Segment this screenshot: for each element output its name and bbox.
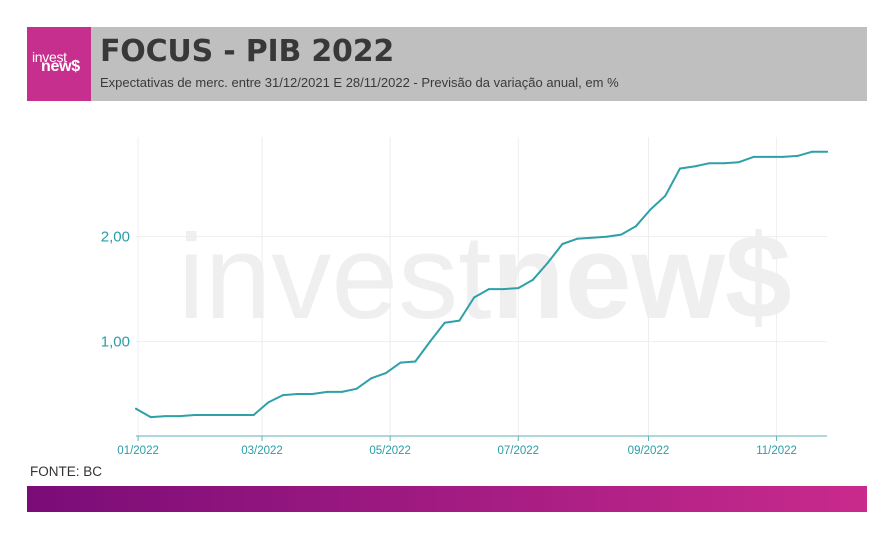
source-note: FONTE: BC	[30, 464, 103, 479]
data-point	[620, 233, 623, 236]
x-tick-label: 01/2022	[117, 445, 159, 457]
data-point	[340, 390, 343, 393]
data-point	[282, 394, 284, 397]
data-point	[767, 155, 770, 158]
data-point	[384, 372, 387, 375]
x-axis	[136, 435, 827, 441]
data-point	[164, 415, 167, 418]
chart-title: FOCUS - PIB 2022	[100, 34, 395, 69]
data-point	[796, 154, 799, 157]
x-tick-label: 05/2022	[369, 445, 411, 457]
tick-labels: 1,00 2,00 01/2022 03/2022 05/2022 07/2022 09/2…	[101, 229, 797, 457]
chart-subtitle: Expectativas de merc. entre 31/12/2021 E…	[100, 75, 619, 90]
x-tick-label: 09/2022	[628, 445, 670, 457]
data-point	[414, 360, 417, 363]
data-point	[149, 416, 152, 419]
series	[135, 150, 828, 419]
data-point	[473, 296, 476, 299]
logo-text-invest: invest	[32, 49, 67, 65]
data-point	[399, 361, 402, 364]
watermark: investnew$	[178, 210, 792, 344]
data-point	[546, 261, 549, 264]
data-point	[723, 162, 726, 165]
data-point	[252, 414, 255, 416]
grid	[136, 137, 827, 436]
data-point	[781, 155, 784, 158]
data-point	[208, 414, 211, 416]
watermark-news: new$	[491, 210, 791, 344]
y-tick-label: 1,00	[101, 334, 130, 351]
data-point	[487, 288, 490, 291]
watermark-invest: invest	[178, 210, 491, 344]
data-point	[664, 194, 667, 197]
x-tick-label: 03/2022	[241, 445, 283, 457]
data-point	[561, 243, 564, 245]
data-point	[223, 414, 226, 416]
data-point	[370, 377, 373, 380]
data-point	[193, 414, 196, 416]
data-point	[811, 150, 814, 153]
data-point	[752, 155, 755, 158]
data-point	[135, 407, 137, 410]
data-point	[326, 390, 329, 393]
data-point	[693, 165, 696, 168]
data-point	[826, 150, 828, 153]
x-tick-label: 11/2022	[756, 445, 797, 457]
data-point	[517, 287, 520, 290]
series-line	[135, 150, 828, 419]
data-point	[576, 237, 579, 240]
logo-text-news: new$	[41, 58, 80, 75]
data-point	[649, 208, 652, 211]
investnews-logo: invest new$	[27, 27, 91, 101]
data-point	[311, 393, 314, 395]
data-point	[590, 236, 593, 239]
data-point	[443, 321, 446, 324]
y-tick-label: 2,00	[101, 229, 130, 246]
data-point	[429, 340, 431, 343]
data-point	[237, 414, 240, 416]
data-point	[458, 319, 461, 322]
data-point	[737, 161, 740, 164]
data-point	[708, 162, 711, 165]
data-point	[634, 225, 637, 228]
data-point	[296, 393, 299, 395]
data-point	[355, 387, 358, 390]
data-point	[502, 288, 505, 291]
data-point	[532, 278, 534, 281]
data-point	[267, 401, 270, 404]
line-chart: investnew$ 1,00 2,00 01/2022 03/2022 05/2022…	[101, 137, 828, 457]
x-tick-label: 07/2022	[497, 445, 539, 457]
footer-gradient-bar	[27, 486, 867, 512]
data-point	[179, 415, 182, 418]
data-point	[679, 167, 681, 170]
data-point	[605, 235, 608, 238]
header-bar	[91, 27, 867, 101]
